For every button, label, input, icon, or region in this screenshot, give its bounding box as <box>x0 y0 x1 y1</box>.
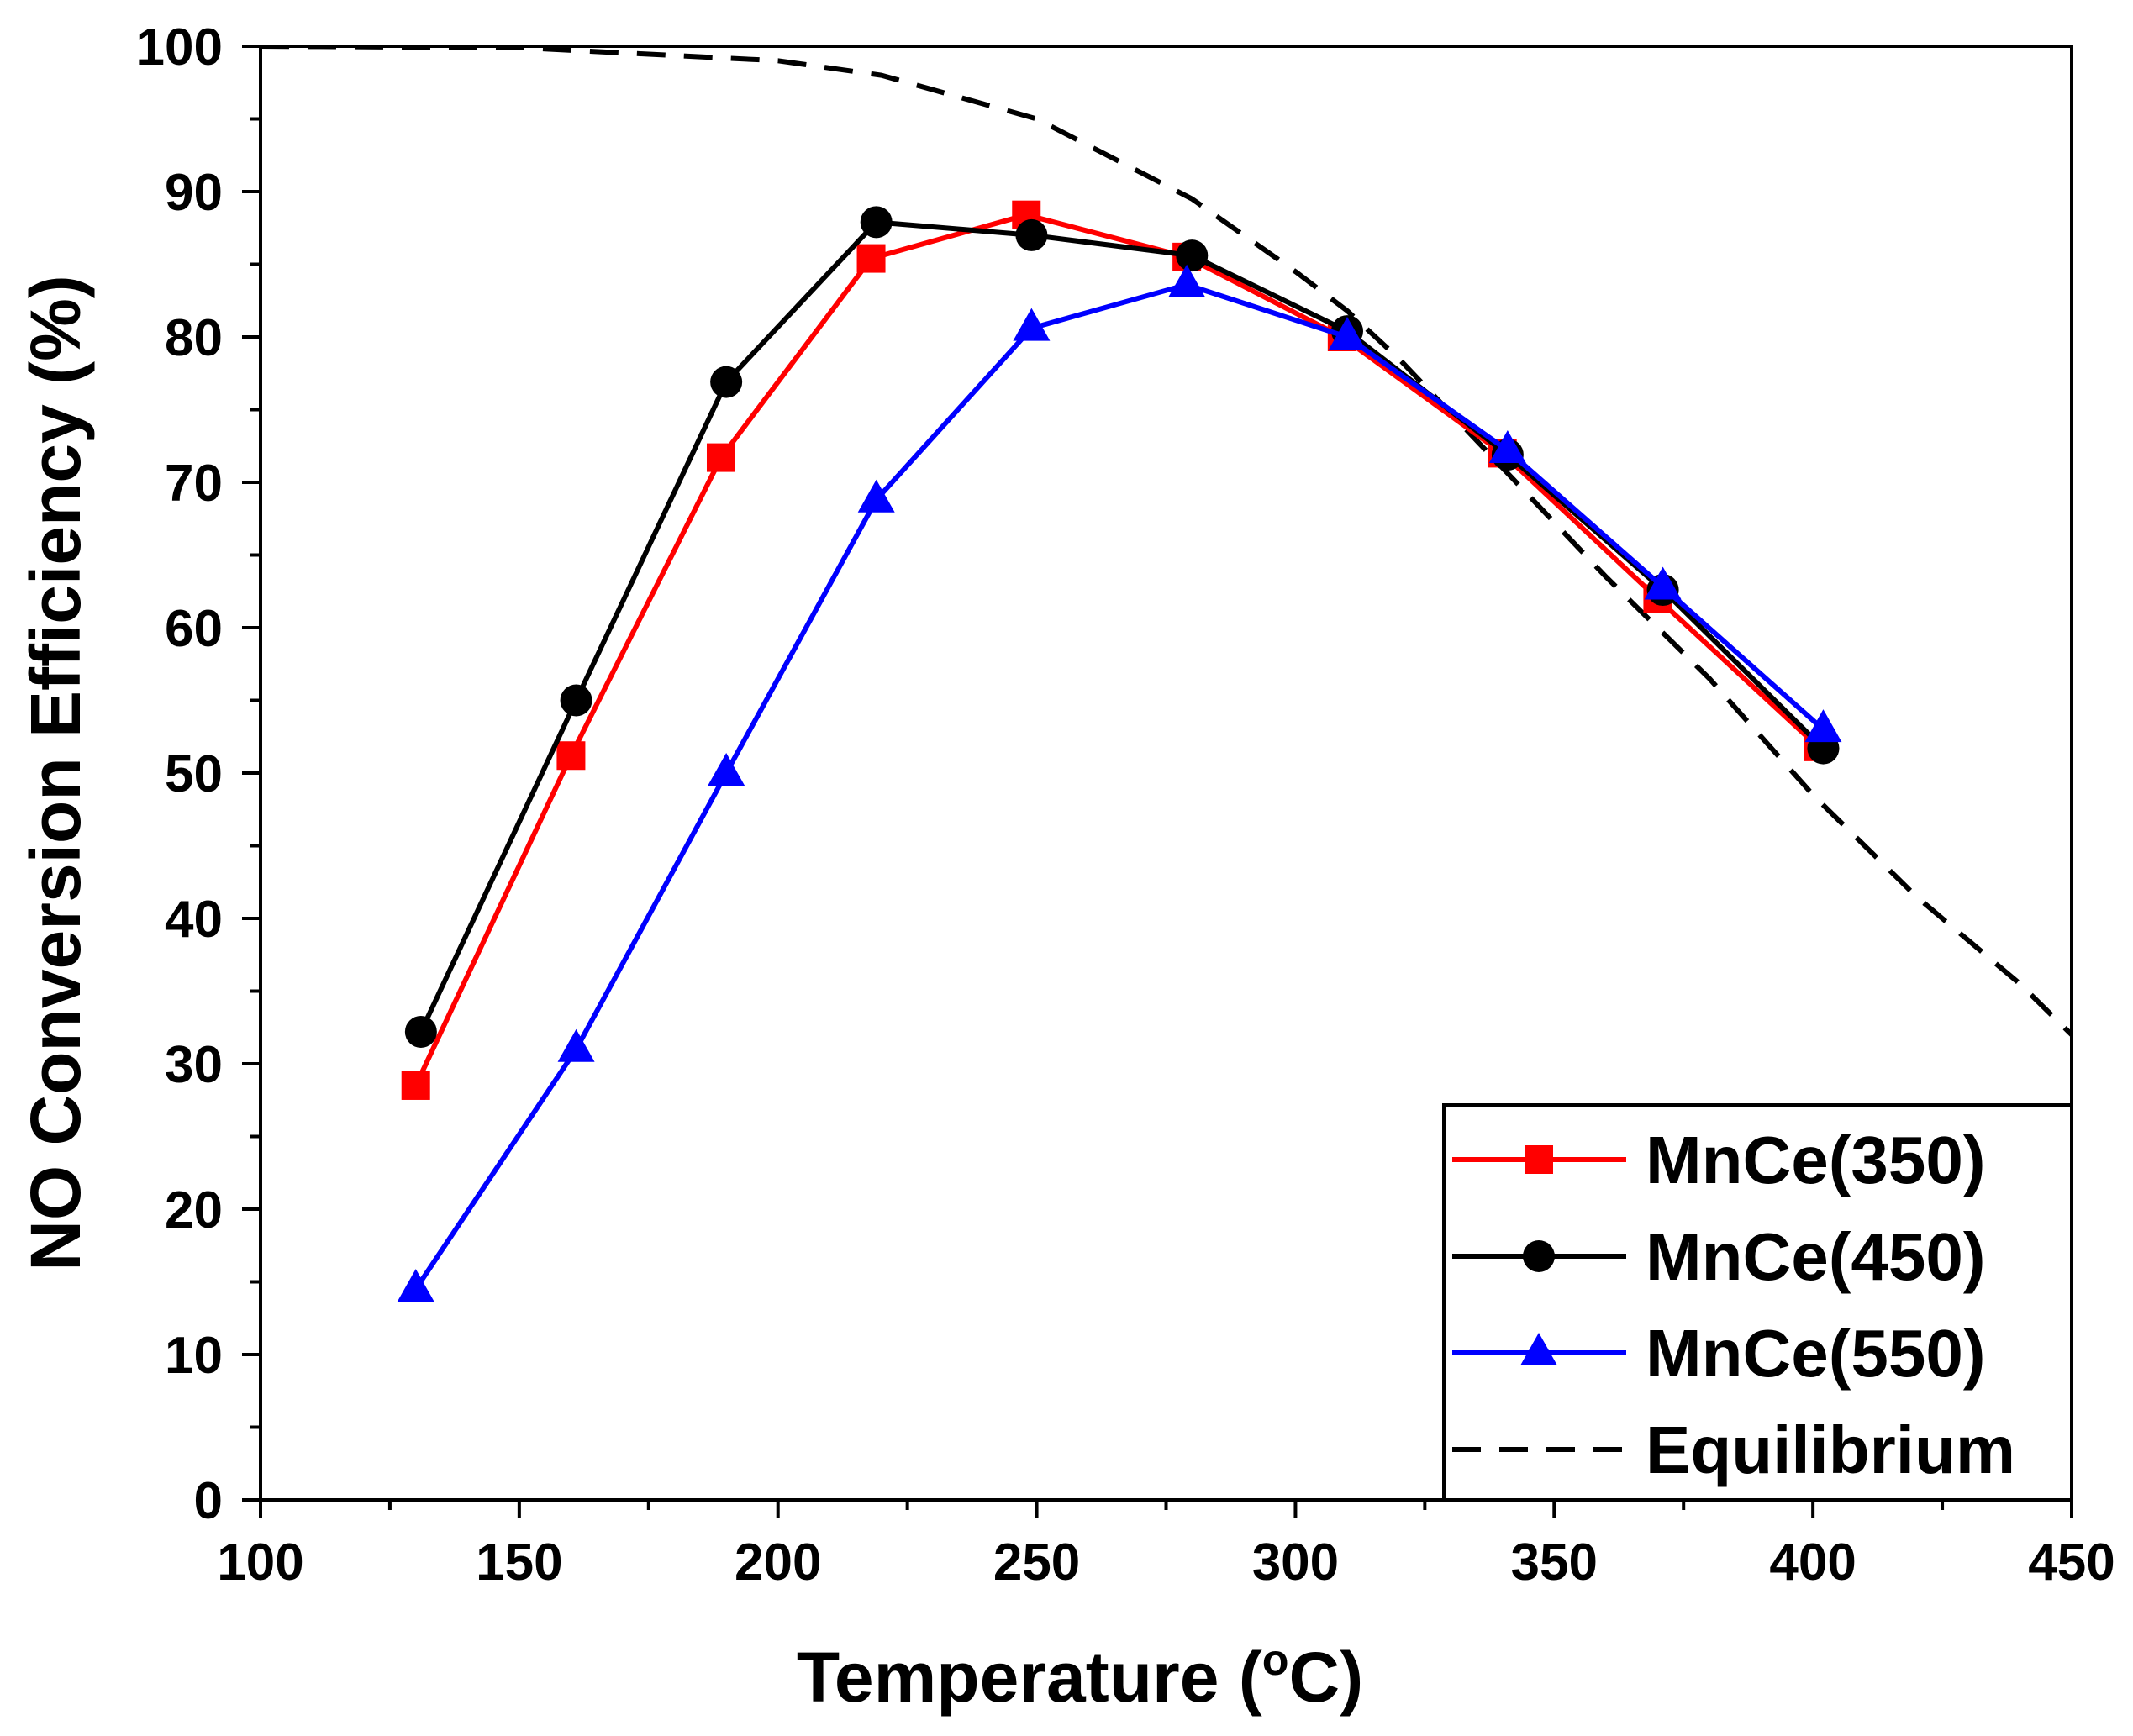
x-axis-unit-prefix: o <box>1262 1636 1289 1685</box>
data-point-mnce-550 <box>857 479 895 513</box>
data-point-mnce-450 <box>404 1015 437 1048</box>
legend-label-equilibrium: Equilibrium <box>1646 1412 2015 1487</box>
y-tick-label: 50 <box>165 745 223 803</box>
x-tick-label: 450 <box>2028 1533 2115 1591</box>
legend-marker-mnce-450 <box>1523 1240 1555 1272</box>
data-point-mnce-550 <box>1013 308 1051 341</box>
x-axis-title-text: Temperature <box>797 1638 1219 1717</box>
series-line-mnce-350 <box>413 212 1820 1087</box>
data-point-mnce-350 <box>706 443 735 472</box>
y-tick-label: 80 <box>165 309 223 367</box>
y-tick-label: 60 <box>165 600 223 658</box>
x-tick-label: 400 <box>1769 1533 1856 1591</box>
data-point-mnce-450 <box>1176 239 1209 272</box>
x-tick-label: 300 <box>1252 1533 1339 1591</box>
y-tick-label: 30 <box>165 1036 223 1094</box>
x-axis-title: Temperature (oC) <box>797 1636 1363 1717</box>
x-tick-label: 350 <box>1511 1533 1598 1591</box>
data-point-mnce-550 <box>557 1028 595 1062</box>
legend-marker-mnce-350 <box>1525 1145 1553 1174</box>
y-tick-label: 40 <box>165 891 223 949</box>
y-tick-label: 0 <box>194 1472 223 1530</box>
data-point-mnce-550 <box>1804 709 1842 743</box>
series-line-mnce-450 <box>419 219 1825 1034</box>
legend-label-mnce-550: MnCe(550) <box>1646 1316 1986 1391</box>
x-axis-ticks: 100 150 200 250 300 350 400 450 <box>217 1500 2115 1591</box>
y-tick-label: 20 <box>165 1181 223 1239</box>
legend-marker-mnce-550 <box>1520 1333 1557 1365</box>
data-point-mnce-450 <box>1015 218 1048 251</box>
plot-frame <box>259 45 2073 1502</box>
x-tick-label: 100 <box>217 1533 303 1591</box>
data-point-mnce-350 <box>556 741 586 771</box>
data-point-mnce-550 <box>397 1269 434 1302</box>
legend: MnCe(350) MnCe(450) MnCe(550) Equilibrium <box>1442 1103 2073 1502</box>
legend-label-mnce-350: MnCe(350) <box>1646 1123 1986 1197</box>
x-tick-label: 200 <box>735 1533 821 1591</box>
data-point-mnce-450 <box>560 684 592 717</box>
series-line-equilibrium <box>261 46 2072 1037</box>
x-axis-unit: C <box>1289 1638 1340 1717</box>
data-point-mnce-350 <box>401 1071 430 1100</box>
data-point-mnce-550 <box>1168 264 1206 297</box>
y-tick-label: 90 <box>165 164 223 222</box>
y-tick-label: 100 <box>136 18 223 76</box>
data-point-mnce-450 <box>860 206 893 239</box>
y-axis-title: NO Conversion Efficiency (%) <box>16 275 95 1271</box>
data-point-mnce-550 <box>1329 317 1366 350</box>
y-tick-label: 10 <box>165 1327 223 1385</box>
legend-label-mnce-450: MnCe(450) <box>1646 1219 1986 1294</box>
x-tick-label: 250 <box>993 1533 1080 1591</box>
series-line-mnce-550 <box>413 281 1825 1291</box>
data-point-mnce-550 <box>1644 566 1682 600</box>
series-layer <box>261 46 2072 1302</box>
data-point-mnce-550 <box>708 753 745 786</box>
y-tick-label: 70 <box>165 455 223 513</box>
data-point-mnce-350 <box>856 244 886 273</box>
data-point-mnce-550 <box>1488 429 1526 463</box>
x-tick-label: 150 <box>476 1533 562 1591</box>
data-point-mnce-450 <box>710 366 743 398</box>
